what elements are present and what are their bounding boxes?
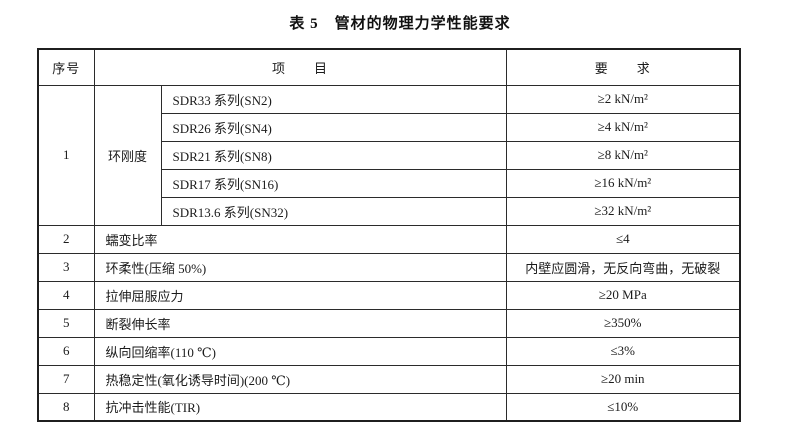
requirement-sdr26: ≥4 kN/m² bbox=[505, 112, 741, 142]
sub-item-sdr17: SDR17 系列(SN16) bbox=[160, 168, 507, 198]
table-title: 表 5 管材的物理力学性能要求 bbox=[289, 16, 511, 32]
spec-table: 序号 项 目 要 求 1 环刚度 SDR33 系列(SN2) ≥2 kN/m² … bbox=[37, 48, 742, 422]
sub-item-sdr136: SDR13.6 系列(SN32) bbox=[160, 196, 507, 226]
table-row-longitudinal-reversion: 6 纵向回缩率(110 ℃) ≤3% bbox=[37, 336, 741, 366]
requirement-creep-ratio: ≤4 bbox=[505, 224, 741, 254]
requirement-sdr21: ≥8 kN/m² bbox=[505, 140, 741, 170]
table-header-row: 序号 项 目 要 求 bbox=[37, 48, 741, 86]
item-elongation-at-break: 断裂伸长率 bbox=[93, 308, 507, 338]
row-number-7: 7 bbox=[37, 364, 95, 394]
item-ring-flexibility: 环柔性(压缩 50%) bbox=[93, 252, 507, 282]
table-row-thermal-stability: 7 热稳定性(氧化诱导时间)(200 ℃) ≥20 min bbox=[37, 364, 741, 394]
table-row-elongation-at-break: 5 断裂伸长率 ≥350% bbox=[37, 308, 741, 338]
item-tensile-yield-stress: 拉伸屈服应力 bbox=[93, 280, 507, 310]
table-row-creep-ratio: 2 蠕变比率 ≤4 bbox=[37, 224, 741, 254]
requirement-sdr17: ≥16 kN/m² bbox=[505, 168, 741, 198]
requirement-elongation-at-break: ≥350% bbox=[505, 308, 741, 338]
item-thermal-stability: 热稳定性(氧化诱导时间)(200 ℃) bbox=[93, 364, 507, 394]
row-number-8: 8 bbox=[37, 392, 95, 422]
table-row-tensile-yield-stress: 4 拉伸屈服应力 ≥20 MPa bbox=[37, 280, 741, 310]
table-row-sdr21: SDR21 系列(SN8) ≥8 kN/m² bbox=[38, 140, 741, 170]
header-requirement: 要 求 bbox=[505, 48, 741, 86]
requirement-tensile-yield-stress: ≥20 MPa bbox=[505, 280, 741, 310]
row-number-6: 6 bbox=[37, 336, 95, 366]
requirement-sdr136: ≥32 kN/m² bbox=[505, 196, 741, 226]
table-row-impact-resistance: 8 抗冲击性能(TIR) ≤10% bbox=[37, 392, 741, 422]
requirement-thermal-stability: ≥20 min bbox=[505, 364, 741, 394]
requirement-ring-flexibility: 内壁应圆滑，无反向弯曲，无破裂 bbox=[505, 252, 741, 282]
requirement-impact-resistance: ≤10% bbox=[505, 392, 741, 422]
table-row-ring-flexibility: 3 环柔性(压缩 50%) 内壁应圆滑，无反向弯曲，无破裂 bbox=[37, 252, 741, 282]
item-longitudinal-reversion: 纵向回缩率(110 ℃) bbox=[93, 336, 507, 366]
row-number-3: 3 bbox=[37, 252, 95, 282]
sub-item-sdr33: SDR33 系列(SN2) bbox=[160, 84, 507, 114]
item-impact-resistance: 抗冲击性能(TIR) bbox=[93, 392, 507, 422]
header-item: 项 目 bbox=[93, 48, 507, 86]
table-row-sdr33: 1 环刚度 SDR33 系列(SN2) ≥2 kN/m² bbox=[37, 84, 741, 226]
requirement-longitudinal-reversion: ≤3% bbox=[505, 336, 741, 366]
group-item-ring-stiffness: 环刚度 bbox=[93, 84, 162, 226]
row-number-5: 5 bbox=[37, 308, 95, 338]
item-creep-ratio: 蠕变比率 bbox=[93, 224, 507, 254]
sub-item-sdr26: SDR26 系列(SN4) bbox=[160, 112, 507, 142]
table-row-sdr26: SDR26 系列(SN4) ≥4 kN/m² bbox=[38, 112, 741, 142]
sub-item-sdr21: SDR21 系列(SN8) bbox=[160, 140, 507, 170]
header-no: 序号 bbox=[37, 48, 95, 86]
row-number-1: 1 bbox=[37, 84, 95, 226]
requirement-sdr33: ≥2 kN/m² bbox=[505, 84, 741, 114]
table-row-sdr136: SDR13.6 系列(SN32) ≥32 kN/m² bbox=[38, 196, 741, 226]
row-number-2: 2 bbox=[37, 224, 95, 254]
table-row-sdr17: SDR17 系列(SN16) ≥16 kN/m² bbox=[38, 168, 741, 198]
row-number-4: 4 bbox=[37, 280, 95, 310]
